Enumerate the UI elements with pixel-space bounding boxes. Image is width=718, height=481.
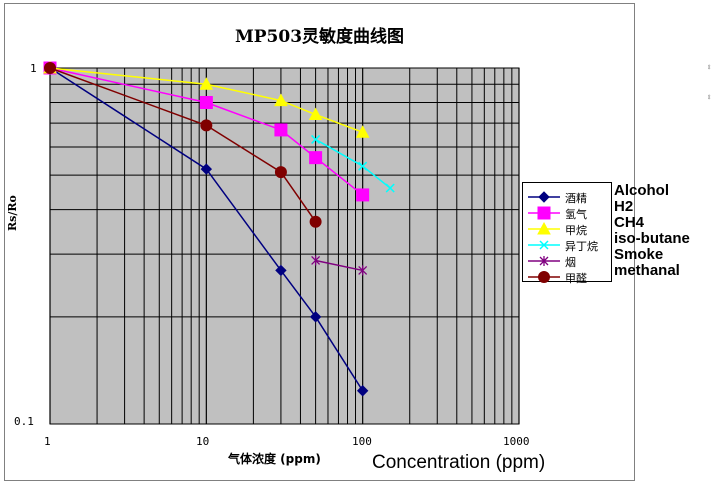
series-line-5 [49, 67, 317, 223]
chart-title: MP503灵敏度曲线图 [234, 27, 405, 47]
legend-overlay-label-2: CH4 [614, 214, 645, 231]
legend-overlay-label-5: methanal [614, 262, 680, 279]
x-axis-label: 气体浓度 (ppm) [228, 452, 321, 466]
data-point-1-3 [309, 151, 323, 165]
data-point-0-2 [275, 264, 287, 277]
data-point-1-1 [199, 95, 213, 109]
legend-label-3: 异丁烷 [565, 240, 598, 253]
series-3 [311, 134, 395, 193]
legend-marker-0 [538, 191, 550, 203]
legend-overlay-label-3: iso-butane [614, 230, 690, 247]
data-point-2-1 [199, 77, 214, 90]
x-tick-label-100: 100 [352, 435, 372, 448]
data-point-0-1 [200, 163, 213, 175]
data-point-5-3 [309, 215, 322, 228]
x-tick-label-1000: 1000 [503, 435, 530, 448]
legend-overlay-label-0: Alcohol [614, 182, 669, 199]
data-point-2-4 [355, 125, 370, 138]
series-line-4 [315, 259, 363, 272]
data-point-1-2 [274, 123, 288, 137]
legend-marker-2 [537, 221, 551, 235]
legend [522, 182, 612, 282]
data-point-1-4 [356, 188, 370, 202]
legend-label-4: 烟 [565, 256, 576, 269]
x-tick-label-1: 1 [44, 435, 51, 448]
series-4 [311, 255, 368, 276]
edge-glyph-2: ⦂ [708, 92, 711, 101]
data-point-0-3 [309, 311, 322, 323]
series-5 [44, 62, 322, 228]
legend-label-5: 甲醛 [565, 272, 587, 285]
legend-label-2: 甲烷 [565, 224, 587, 237]
data-point-0-4 [356, 385, 369, 397]
x-tick-label-10: 10 [196, 435, 210, 448]
data-point-5-1 [200, 119, 213, 132]
data-point-3-0 [311, 134, 321, 144]
data-point-5-0 [44, 62, 56, 74]
data-point-2-2 [274, 93, 288, 107]
legend-marker-4 [539, 256, 549, 266]
x-axis-label-overlay: Concentration (ppm) [372, 452, 546, 473]
legend-marker-5 [538, 271, 550, 283]
data-point-5-2 [274, 166, 287, 179]
legend-overlay-label-4: Smoke [614, 246, 664, 263]
legend-overlay-label-1: H2 [614, 198, 634, 215]
legend-label-0: 酒精 [565, 192, 587, 205]
data-point-4-0 [311, 255, 321, 266]
data-point-3-1 [358, 161, 368, 171]
legend-label-1: 氢气 [565, 208, 587, 221]
data-point-3-2 [385, 183, 395, 193]
y-tick-label-0.1: 0.1 [14, 415, 34, 428]
data-point-4-1 [358, 265, 368, 276]
legend-marker-3 [539, 240, 549, 250]
y-tick-label-1: 1 [30, 62, 37, 75]
edge-glyph-1: ⦂ [708, 62, 711, 71]
legend-marker-1 [537, 206, 551, 220]
data-point-2-3 [308, 107, 323, 121]
